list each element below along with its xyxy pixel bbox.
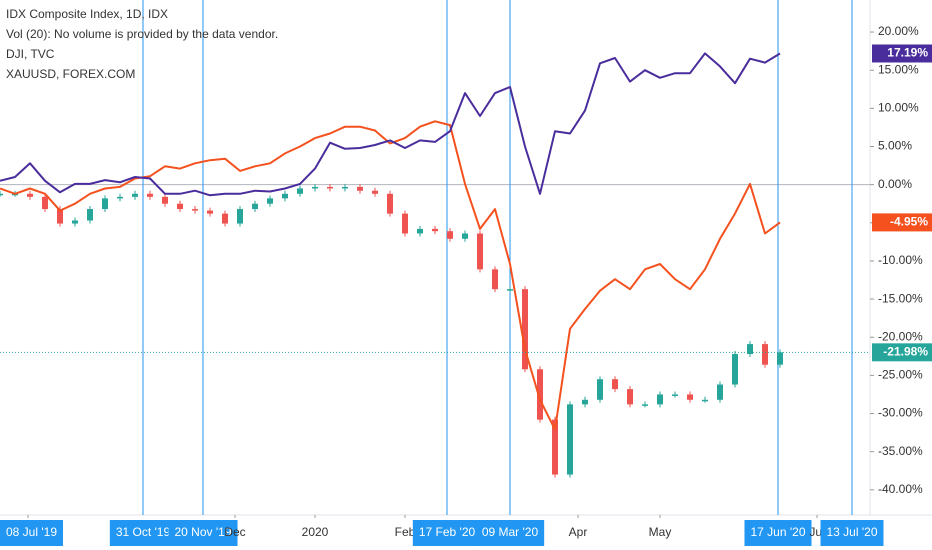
x-tick-label: Feb [395,525,416,539]
candle [402,213,408,234]
candle [477,233,483,270]
candle [267,198,273,204]
x-tick-label: Apr [569,525,588,539]
x-tick-label-highlight: 17 Jun '20 [750,525,805,539]
x-tick-label-highlight: 08 Jul '19 [6,525,57,539]
legend-line: Vol (20): No volume is provided by the d… [6,27,278,41]
x-tick-box [475,520,545,546]
candle [417,228,423,234]
legend-line: IDX Composite Index, 1D, IDX [6,7,168,21]
x-tick-label: 2020 [302,525,329,539]
candle [522,289,528,370]
candle [87,209,93,221]
x-tick-label-highlight: 31 Oct '19 [116,525,171,539]
x-tick-box [168,520,238,546]
candle [672,394,678,396]
candle [342,186,348,189]
candle [657,394,663,405]
x-tick-box [0,520,63,546]
candle [237,209,243,224]
candle [567,404,573,475]
candle [177,203,183,210]
y-tick-label: -25.00% [878,368,923,382]
x-tick-label-highlight: 20 Nov '19 [175,525,232,539]
y-tick-label: -35.00% [878,444,923,458]
candle [582,399,588,405]
price-label-box [872,44,932,63]
x-tick-box [820,520,884,546]
candle [222,213,228,224]
candle [0,193,3,196]
y-tick-label: -30.00% [878,406,923,420]
series-line [0,52,781,197]
candle [432,228,438,232]
candle [72,220,78,224]
y-tick-label: -10.00% [878,253,923,267]
y-tick-label: 20.00% [878,24,919,38]
y-tick-label: 0.00% [878,177,912,191]
candle [552,419,558,475]
candle [192,209,198,211]
y-tick-label: 5.00% [878,139,912,153]
y-tick-label: 15.00% [878,62,919,76]
price-label: -4.95% [890,215,928,229]
candle [327,186,333,189]
candle [447,231,453,239]
candle [507,289,513,291]
candle [297,188,303,194]
candle [282,193,288,199]
candle [162,196,168,204]
candle [462,233,468,239]
legend: IDX Composite Index, 1D, IDX Vol (20): N… [6,7,278,81]
candle [597,379,603,400]
candle [132,193,138,197]
candle [312,186,318,189]
candle [372,190,378,194]
x-tick-label: Dec [224,525,245,539]
x-tick-label-highlight: 09 Mar '20 [482,525,539,539]
candle [642,404,648,406]
x-tick-label: May [649,525,672,539]
series-line [0,120,781,431]
candle [252,203,258,210]
candle [147,193,153,197]
candle [537,369,543,420]
candle [732,354,738,385]
y-tick-label: -20.00% [878,329,923,343]
candle [747,344,753,355]
candle [717,384,723,400]
candle [117,196,123,199]
price-label-box [872,213,932,232]
price-label-box [872,343,932,362]
candle [207,210,213,214]
x-tick-box [744,520,812,546]
candle [777,352,783,365]
candle [27,193,33,197]
candle [357,186,363,191]
y-tick-label: -40.00% [878,482,923,496]
y-tick-label: -15.00% [878,291,923,305]
candle [57,209,63,224]
x-tick-label-highlight: 17 Feb '20 [419,525,476,539]
candle [612,379,618,390]
price-label: -21.98% [883,345,928,359]
candle [687,394,693,400]
price-label: 17.19% [887,46,928,60]
x-tick-box [412,520,482,546]
candle [42,196,48,210]
legend-line: DJI, TVC [6,47,55,61]
y-tick-label: 10.00% [878,101,919,115]
candle [387,193,393,214]
candle [762,344,768,365]
candle [627,389,633,405]
x-tick-label-highlight: 13 Jul '20 [827,525,878,539]
candle [702,399,708,402]
legend-line: XAUUSD, FOREX.COM [6,67,135,81]
x-tick-box [109,520,177,546]
candle [492,269,498,290]
candle [102,198,108,210]
